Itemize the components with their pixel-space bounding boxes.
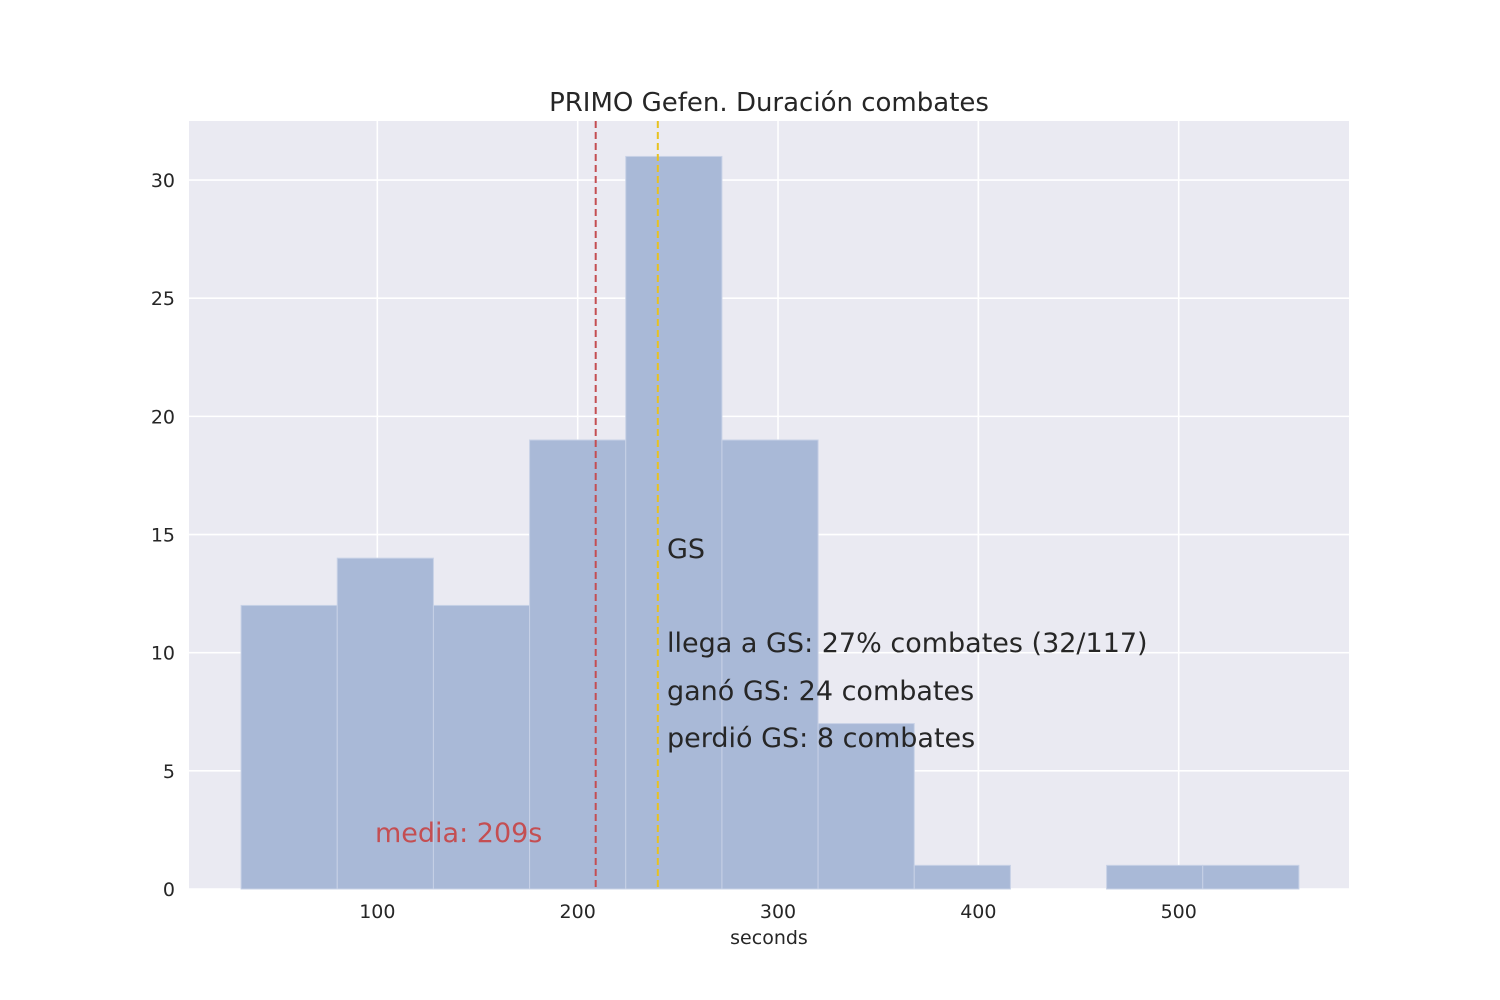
gs-reach-annotation: llega a GS: 27% combates (32/117) — [667, 628, 1148, 659]
y-tick-label: 20 — [151, 406, 175, 428]
x-tick-label: 500 — [1161, 901, 1197, 923]
y-tick-label: 0 — [163, 879, 175, 901]
histogram-bar — [625, 155, 723, 890]
histogram-bar — [240, 604, 338, 890]
x-axis-label: seconds — [730, 927, 808, 949]
histogram-bar — [529, 439, 627, 890]
reference-lines — [594, 121, 659, 889]
histogram-bar — [1202, 864, 1300, 890]
y-tick-label: 25 — [151, 288, 175, 310]
gs-won-annotation: ganó GS: 24 combates — [667, 676, 974, 707]
chart-title: PRIMO Gefen. Duración combates — [549, 88, 989, 118]
x-tick-label: 400 — [960, 901, 996, 923]
y-tick-label: 5 — [163, 761, 175, 783]
histogram-bar — [1106, 864, 1204, 890]
x-tick-label: 300 — [760, 901, 796, 923]
histogram-bar — [721, 439, 819, 890]
bar-layer — [240, 155, 1300, 890]
histogram-bar — [432, 604, 531, 890]
gs-label: GS — [667, 534, 705, 565]
y-tick-label: 30 — [151, 170, 175, 192]
y-tick-label: 15 — [151, 525, 175, 547]
x-tick-label: 100 — [359, 901, 395, 923]
gs-lost-annotation: perdió GS: 8 combates — [667, 723, 975, 754]
y-tick-label: 10 — [151, 643, 175, 665]
histogram-bar — [817, 723, 915, 890]
x-tick-label: 200 — [560, 901, 596, 923]
mean-annotation: media: 209s — [375, 818, 542, 849]
tick-labels: 100 200 300 400 500 0 5 10 15 20 25 30 — [151, 170, 1197, 923]
histogram-bar — [913, 864, 1011, 890]
